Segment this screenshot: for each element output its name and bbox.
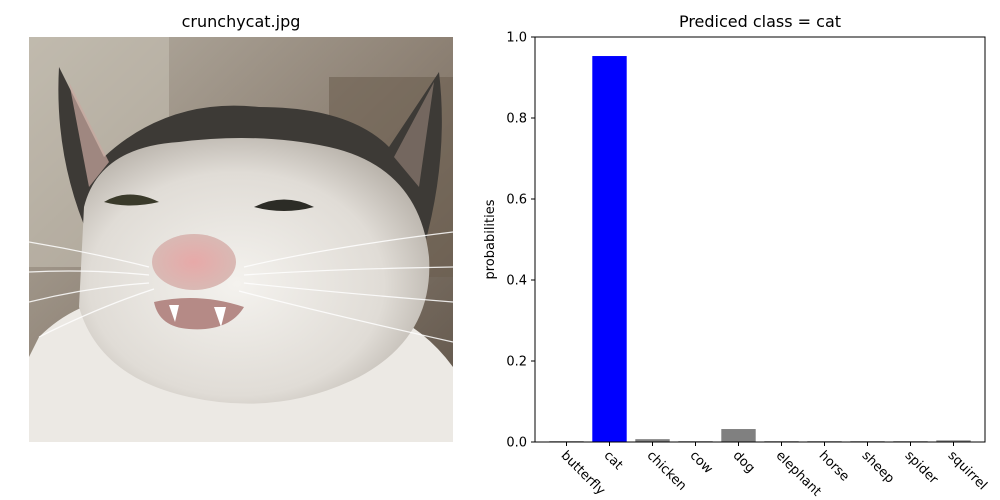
y-tick-label: 0.2: [506, 355, 527, 370]
y-axis-label: probabilities: [483, 199, 498, 279]
x-tick-label-squirrel: squirrel: [945, 448, 990, 493]
x-tick-label-sheep: sheep: [859, 448, 897, 486]
x-tick-label-cat: cat: [601, 448, 626, 473]
x-tick-label-spider: spider: [902, 448, 942, 488]
y-tick-label: 0.8: [506, 112, 527, 127]
cat-photo: [29, 37, 453, 442]
x-tick-label-elephant: elephant: [773, 448, 824, 499]
bar-chicken: [635, 439, 670, 442]
x-tick-label-butterfly: butterfly: [558, 448, 608, 498]
chart-title: Prediced class = cat: [678, 12, 842, 31]
image-title: crunchycat.jpg: [181, 12, 301, 31]
bar-dog: [721, 429, 756, 442]
x-tick-label-horse: horse: [816, 448, 852, 484]
y-tick-label: 0.6: [506, 193, 527, 208]
x-tick-label-dog: dog: [730, 448, 758, 476]
x-tick-label-chicken: chicken: [644, 448, 690, 494]
plot-frame: [534, 36, 986, 443]
x-tick-label-cow: cow: [687, 448, 716, 477]
y-tick-label: 0.0: [506, 436, 527, 451]
bar-cat: [592, 56, 627, 442]
y-tick-label: 1.0: [506, 31, 527, 46]
bar-squirrel: [936, 440, 971, 442]
y-tick-label: 0.4: [506, 274, 527, 289]
